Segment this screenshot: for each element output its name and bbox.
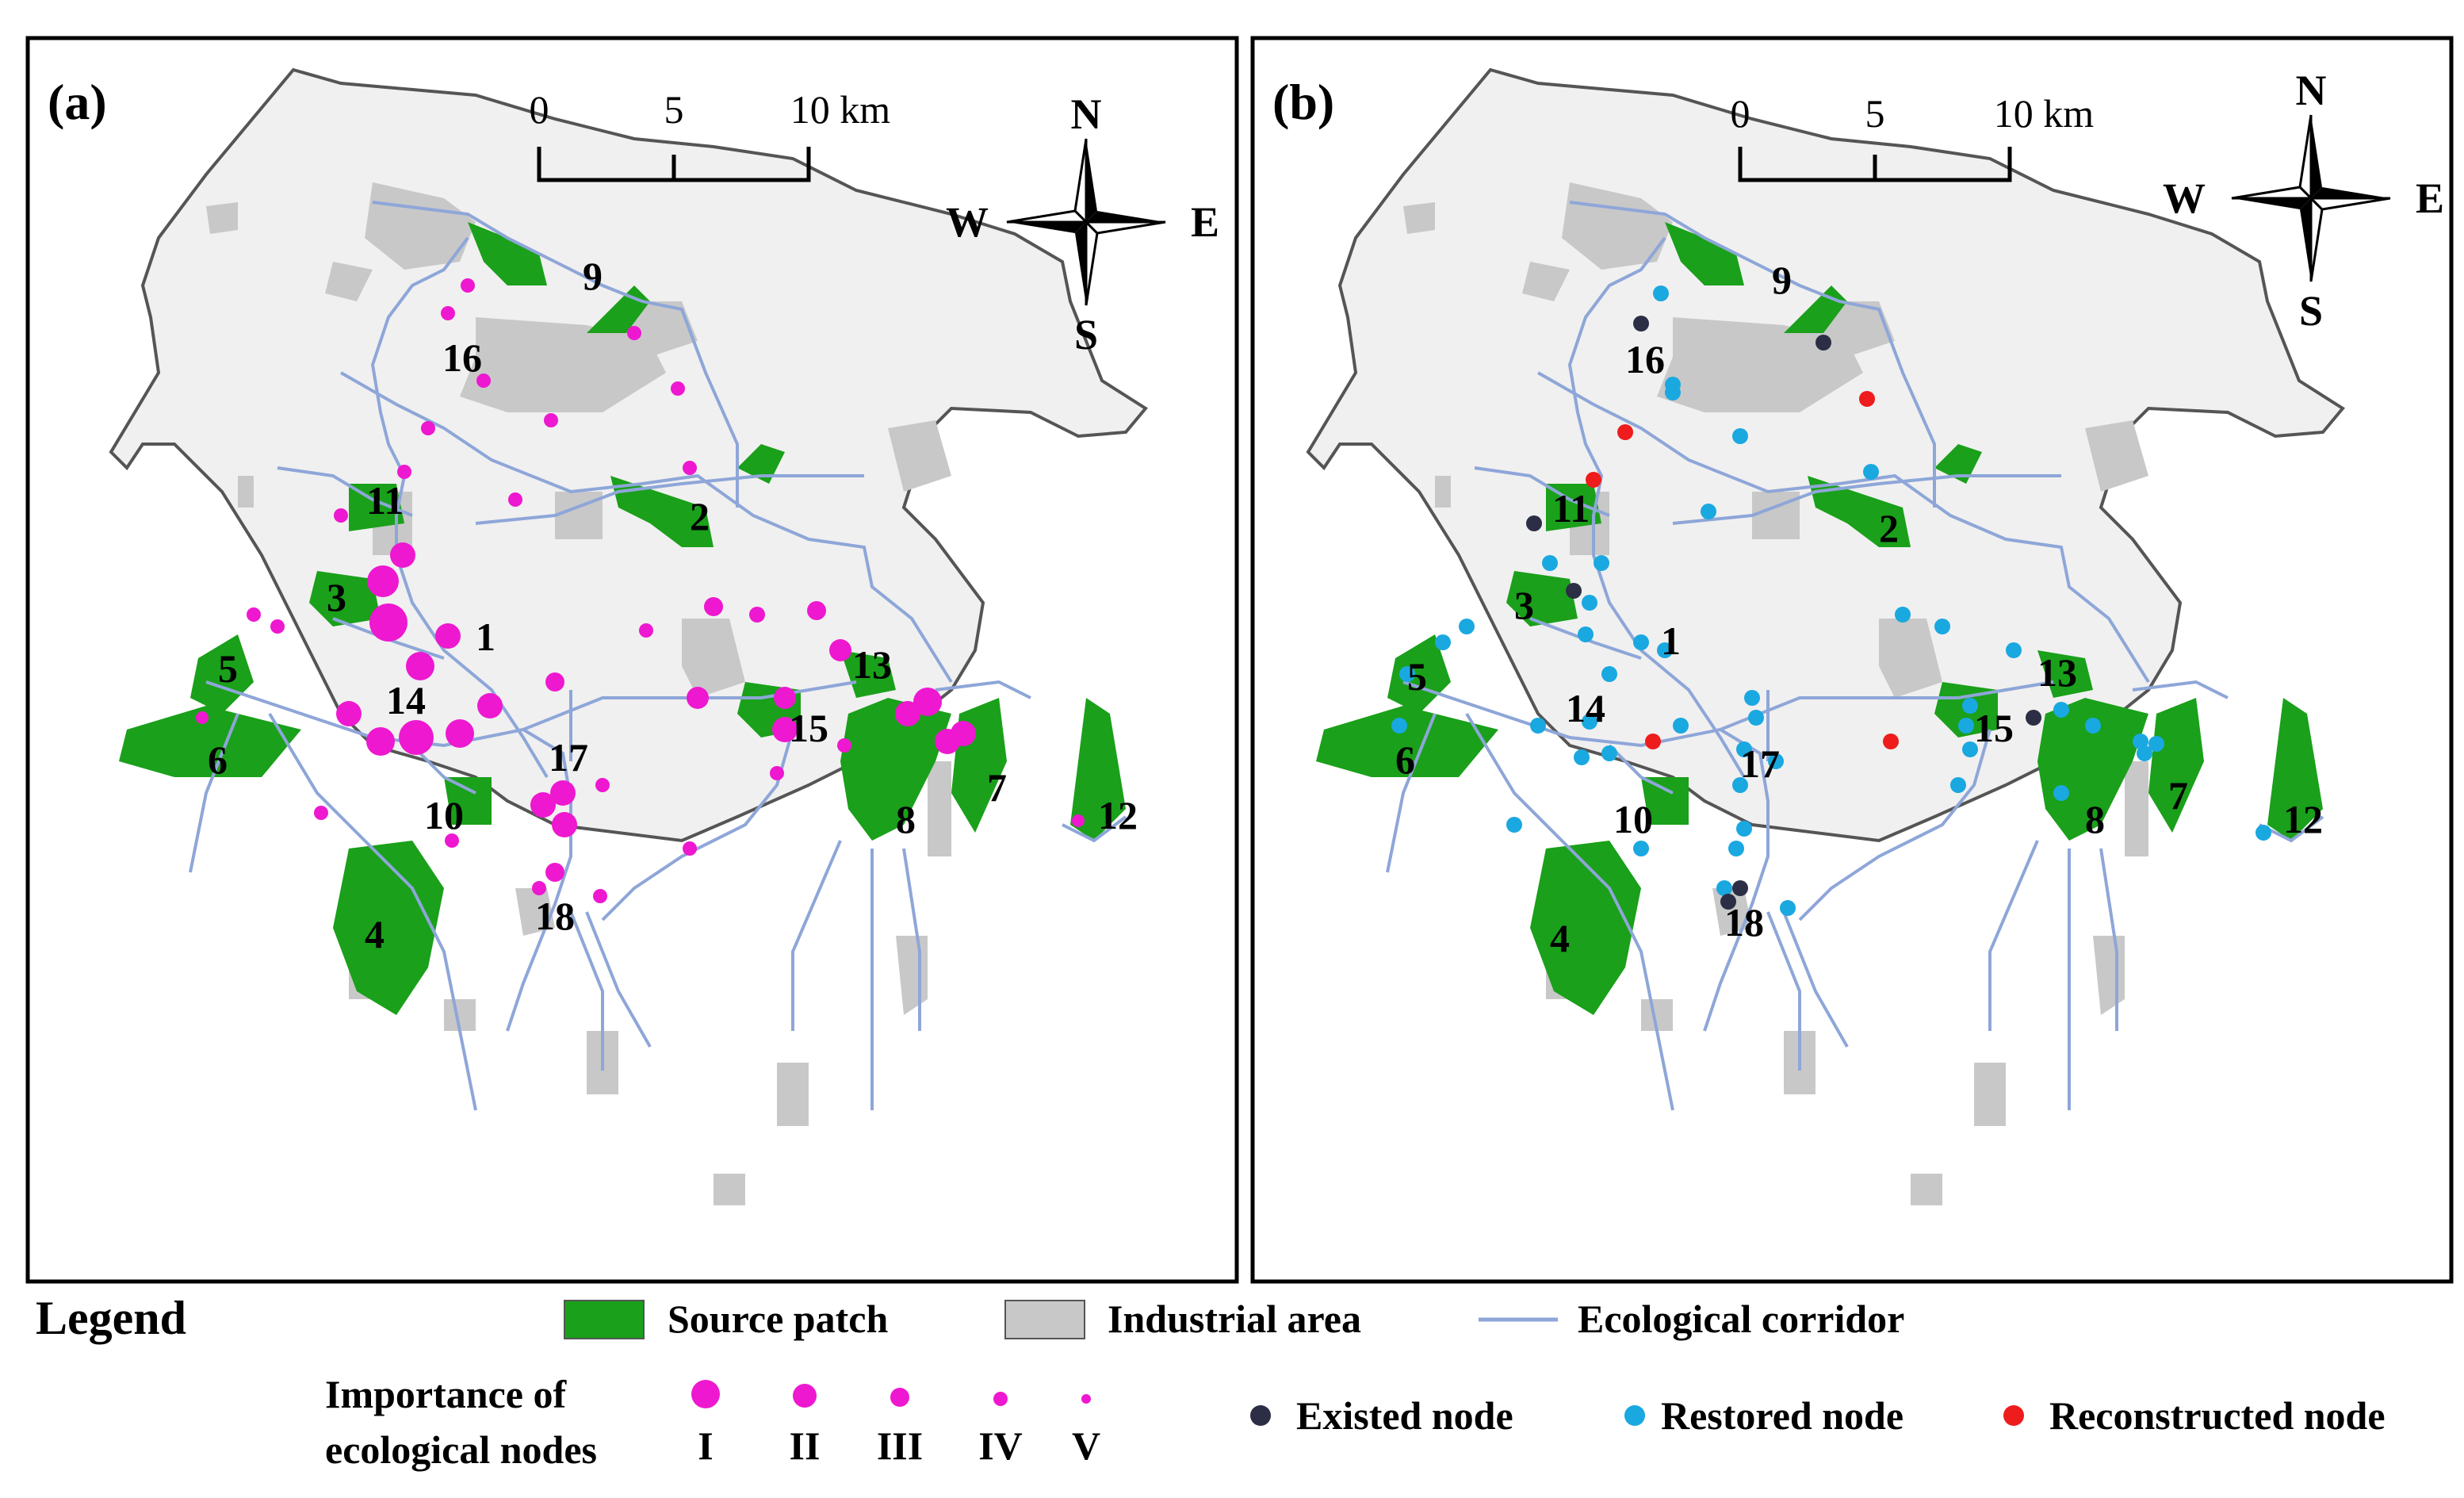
scale-a-10: 10 km <box>790 87 891 132</box>
svg-text:9: 9 <box>1772 258 1792 302</box>
svg-text:2: 2 <box>690 494 710 538</box>
legend-importance-I: I <box>698 1423 713 1468</box>
svg-text:16: 16 <box>1625 337 1665 381</box>
restored-nodes <box>1391 285 2271 916</box>
svg-text:10: 10 <box>1613 797 1653 841</box>
svg-text:4: 4 <box>365 912 385 956</box>
svg-text:3: 3 <box>327 575 346 619</box>
legend-industrial-swatch <box>1004 1300 1085 1339</box>
svg-text:13: 13 <box>2037 650 2077 695</box>
legend-importance-II: II <box>790 1423 821 1468</box>
patch-labels-b: 1 2 3 4 5 6 7 8 9 10 11 12 13 14 15 16 1… <box>1395 258 2323 960</box>
legend-industrial-label: Industrial area <box>1108 1297 1361 1341</box>
legend-importance-V: V <box>1072 1423 1100 1468</box>
svg-text:W: W <box>946 198 989 246</box>
svg-text:5: 5 <box>1407 654 1427 699</box>
panel-b-label: (b) <box>1272 74 1334 130</box>
svg-text:6: 6 <box>1395 738 1415 782</box>
svg-text:S: S <box>2299 287 2323 335</box>
legend-reconstructed-marker <box>2003 1405 2024 1426</box>
legend-importance-V-marker <box>1081 1394 1091 1404</box>
svg-text:6: 6 <box>208 738 228 782</box>
svg-text:15: 15 <box>789 706 828 750</box>
svg-text:8: 8 <box>2085 797 2105 841</box>
svg-text:14: 14 <box>386 678 426 722</box>
legend-restored-label: Restored node <box>1661 1393 1903 1438</box>
svg-text:4: 4 <box>1550 916 1570 960</box>
scale-b-10: 10 km <box>1994 91 2095 136</box>
svg-text:3: 3 <box>1514 583 1534 627</box>
legend-importance-III-marker <box>890 1388 909 1407</box>
svg-text:1: 1 <box>1661 619 1681 663</box>
svg-text:N: N <box>1071 90 1102 138</box>
legend-importance-title-1: Importance of <box>325 1372 567 1416</box>
scale-b-0: 0 <box>1731 91 1750 136</box>
compass-b: N S W E <box>2163 67 2444 335</box>
legend-source-patch-swatch <box>564 1300 645 1339</box>
svg-text:12: 12 <box>2283 797 2323 841</box>
legend-corridor-label: Ecological corridor <box>1578 1297 1904 1341</box>
scale-bar-b <box>1738 147 2012 182</box>
svg-text:15: 15 <box>1974 706 2014 750</box>
svg-text:7: 7 <box>2168 773 2188 818</box>
svg-text:S: S <box>1074 311 1098 358</box>
svg-text:9: 9 <box>583 254 603 298</box>
svg-text:12: 12 <box>1098 793 1138 837</box>
scale-b-5: 5 <box>1865 91 1885 136</box>
svg-text:10: 10 <box>424 793 464 837</box>
legend-importance-IV-marker <box>993 1392 1008 1406</box>
legend-importance-I-marker <box>691 1380 720 1408</box>
legend-reconstructed-label: Reconstructed node <box>2049 1393 2386 1438</box>
svg-text:11: 11 <box>1552 486 1590 531</box>
compass-a: N S W E <box>946 90 1219 358</box>
svg-text:11: 11 <box>366 478 404 523</box>
legend: Legend Source patch Industrial area Ecol… <box>36 1292 2386 1472</box>
legend-importance-II-marker <box>793 1384 817 1408</box>
panel-a-label: (a) <box>48 74 107 130</box>
legend-existed-label: Existed node <box>1296 1393 1513 1438</box>
legend-title: Legend <box>36 1292 186 1344</box>
svg-text:16: 16 <box>442 335 482 380</box>
legend-importance-III: III <box>877 1423 923 1468</box>
legend-existed-marker <box>1250 1405 1271 1426</box>
reconstructed-nodes <box>1586 391 1899 749</box>
legend-restored-marker <box>1624 1405 1645 1426</box>
legend-importance-title-2: ecological nodes <box>325 1427 597 1472</box>
svg-text:13: 13 <box>852 642 892 687</box>
svg-text:18: 18 <box>535 894 575 938</box>
legend-source-patch-label: Source patch <box>668 1297 888 1341</box>
svg-text:17: 17 <box>549 735 588 780</box>
scale-bar-a <box>537 147 811 182</box>
svg-text:1: 1 <box>476 615 495 659</box>
svg-text:E: E <box>1191 198 1219 246</box>
svg-text:18: 18 <box>1724 900 1764 944</box>
scale-a-0: 0 <box>530 87 549 132</box>
patch-labels-a: 1 2 3 4 5 6 7 8 9 10 11 12 13 14 15 16 1… <box>208 254 1138 956</box>
svg-text:2: 2 <box>1879 506 1899 550</box>
svg-text:E: E <box>2416 174 2444 222</box>
svg-text:N: N <box>2296 67 2327 114</box>
scale-a-5: 5 <box>664 87 684 132</box>
existed-nodes <box>1526 316 2041 910</box>
svg-text:14: 14 <box>1566 686 1605 730</box>
legend-importance-IV: IV <box>978 1423 1023 1468</box>
importance-nodes <box>196 278 1085 903</box>
svg-text:5: 5 <box>218 646 238 691</box>
panel-a: (a) 0 5 10 km N S W E <box>25 36 1239 1284</box>
svg-text:W: W <box>2163 174 2206 222</box>
svg-text:7: 7 <box>987 765 1007 810</box>
panel-b: (b) 0 5 10 km N S W E <box>1250 36 2454 1284</box>
svg-text:8: 8 <box>896 797 916 841</box>
svg-text:17: 17 <box>1740 741 1780 786</box>
